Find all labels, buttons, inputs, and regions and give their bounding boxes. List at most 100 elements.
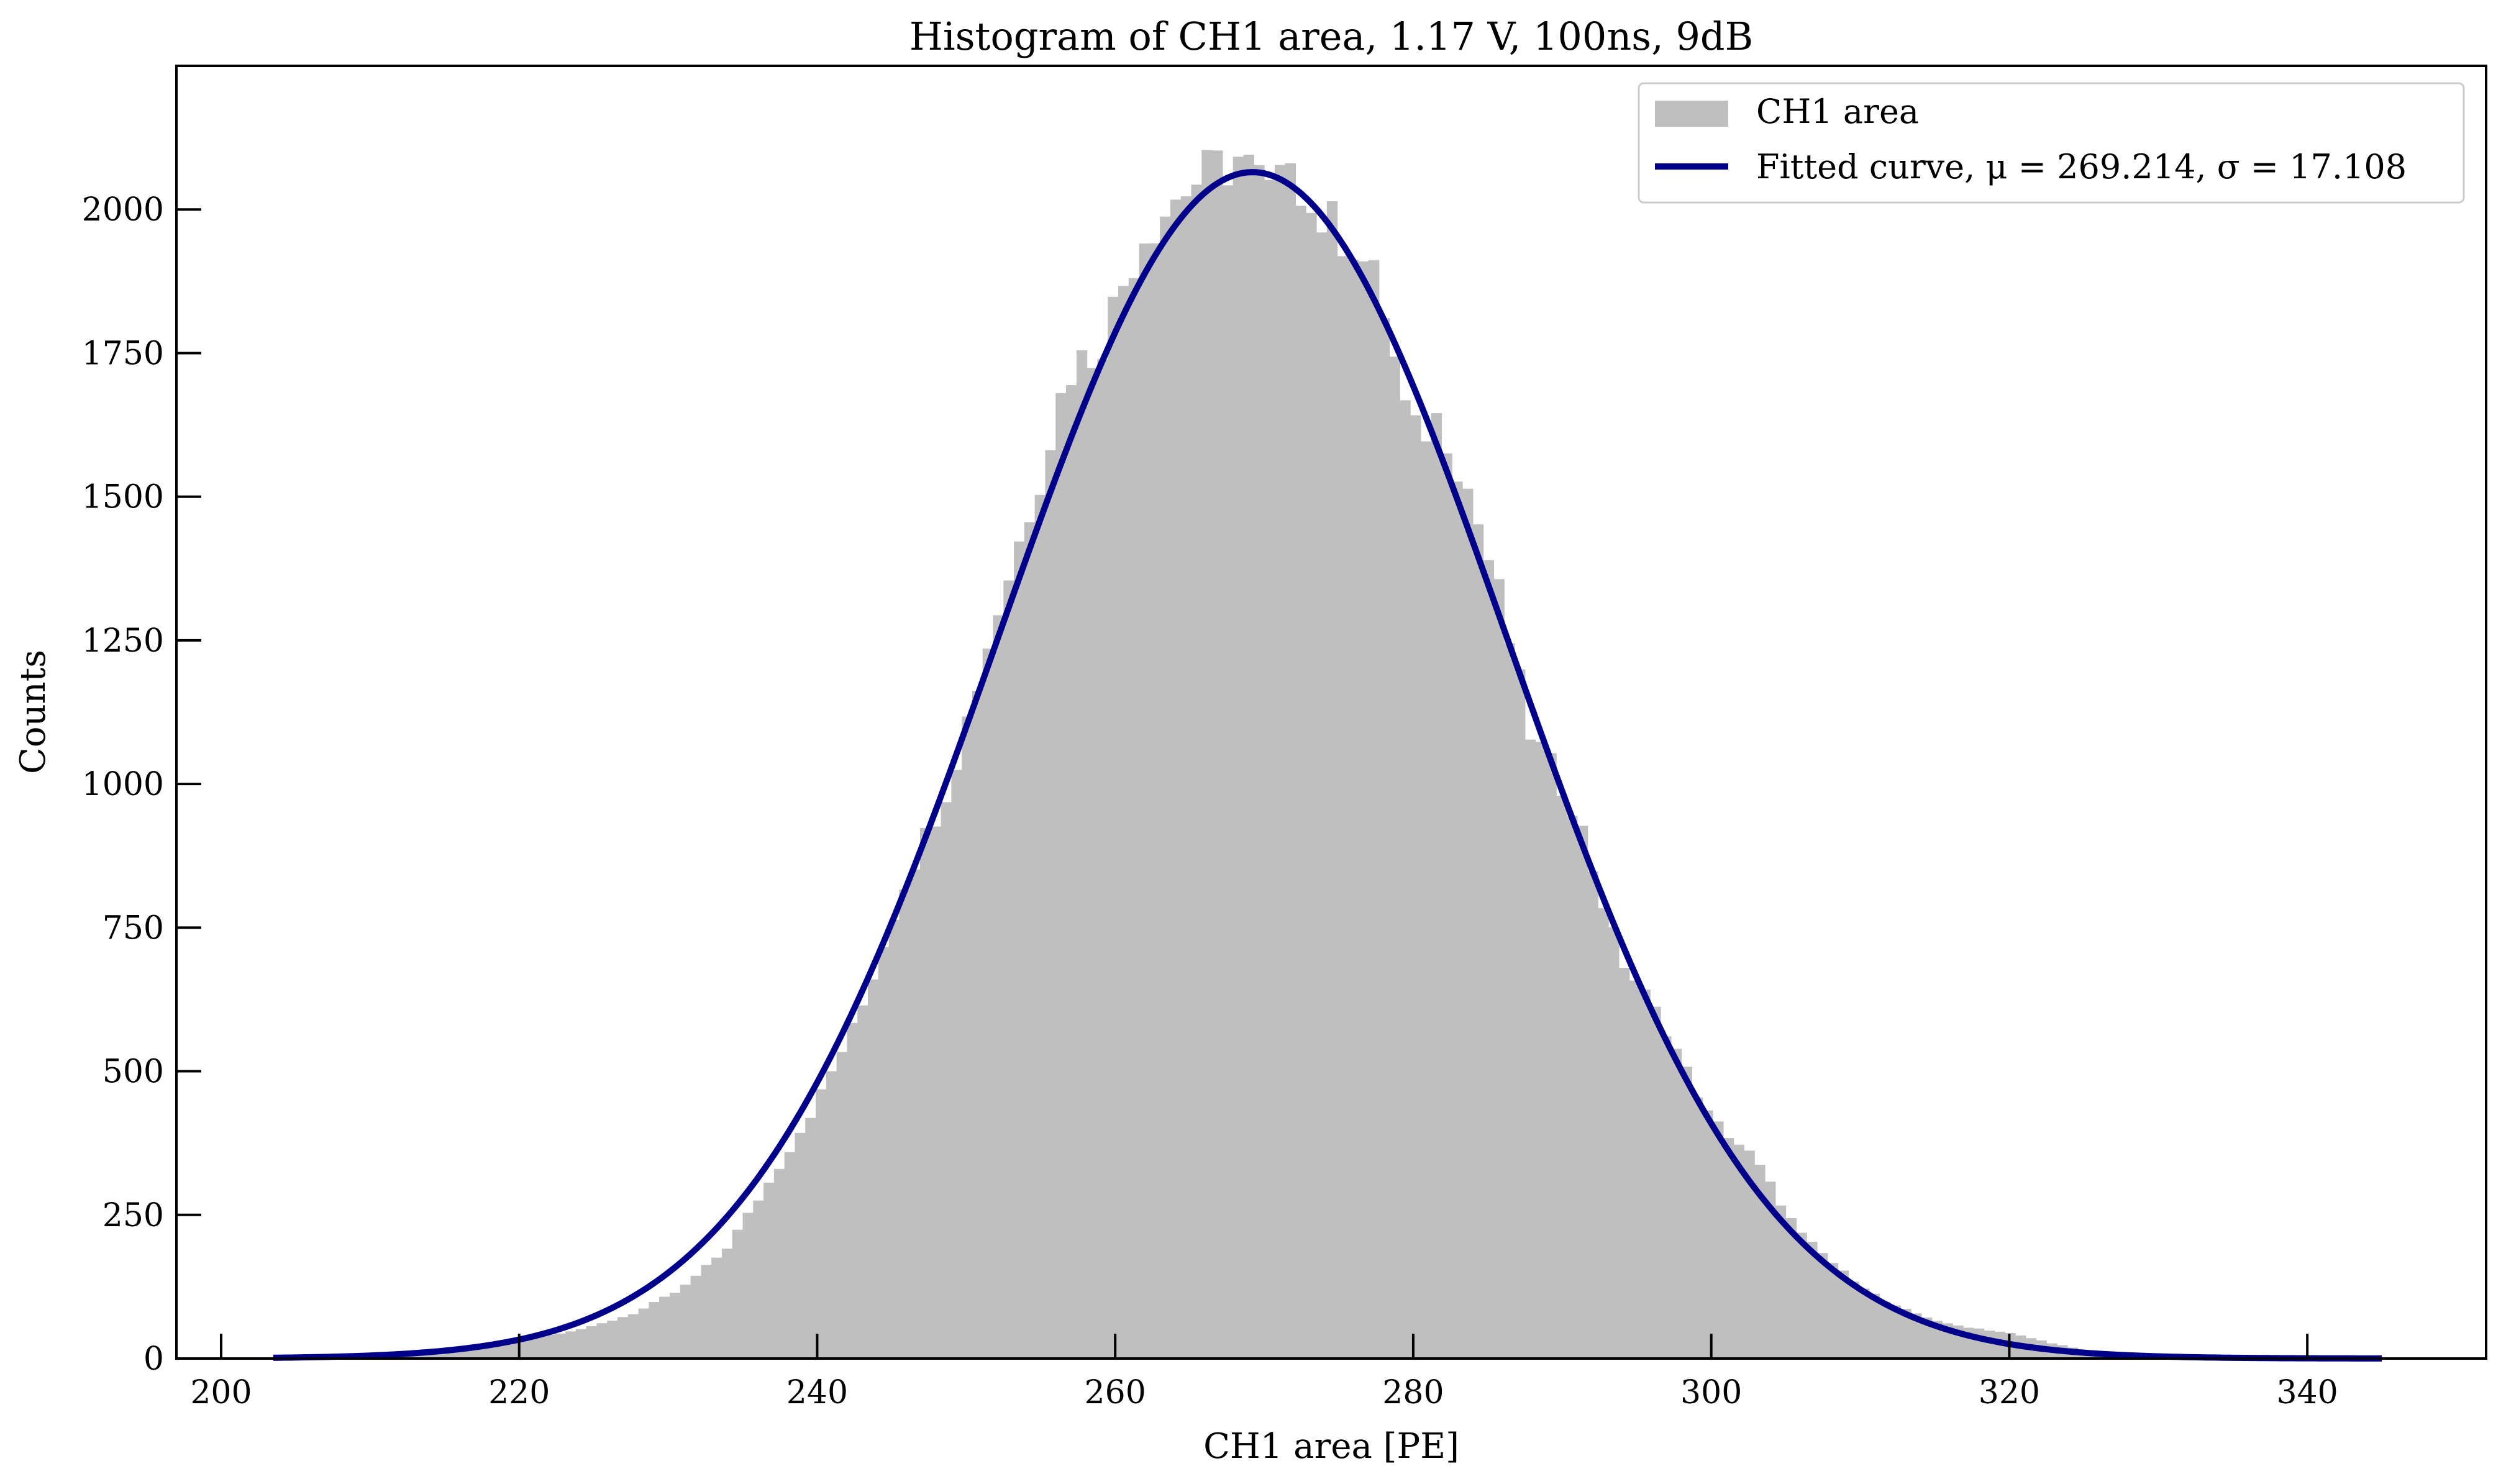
- histogram-bar: [1160, 216, 1171, 1359]
- histogram-bar: [1462, 488, 1474, 1359]
- histogram-bar: [1243, 155, 1254, 1359]
- histogram-bar: [763, 1182, 775, 1359]
- histogram-bar: [1567, 816, 1578, 1359]
- legend-fit-label: Fitted curve, μ = 269.214, σ = 17.108: [1756, 147, 2407, 186]
- y-tick-label: 500: [103, 1054, 164, 1091]
- histogram-bar: [649, 1302, 660, 1359]
- fit-curve-layer: [273, 169, 2382, 1362]
- histogram-bar: [1483, 560, 1495, 1359]
- histogram-bar: [1754, 1165, 1766, 1359]
- histogram-bar: [659, 1296, 670, 1359]
- histogram-bar: [1827, 1263, 1839, 1359]
- histogram-bar: [1076, 350, 1088, 1359]
- histogram-bar: [575, 1329, 587, 1359]
- histogram-bar: [795, 1132, 806, 1359]
- histogram-bar: [857, 1005, 868, 1359]
- histogram-bar: [701, 1265, 712, 1359]
- histogram-bar: [1807, 1242, 1818, 1359]
- histogram-bar: [742, 1213, 754, 1359]
- histogram-bar: [1733, 1144, 1745, 1359]
- histogram-bar: [1848, 1281, 1859, 1359]
- histogram-bar: [753, 1200, 764, 1359]
- histogram-bar: [1170, 199, 1182, 1359]
- histogram-bar: [1306, 212, 1317, 1359]
- histogram-bar: [1108, 296, 1119, 1359]
- histogram-bar: [534, 1337, 545, 1359]
- y-tick-label: 1500: [82, 479, 164, 516]
- histogram-bar: [721, 1249, 733, 1359]
- histogram-bar: [773, 1168, 785, 1359]
- histogram-bar: [982, 649, 994, 1359]
- histogram-bar: [1984, 1330, 1995, 1359]
- histogram-bar: [1692, 1097, 1703, 1359]
- histogram-bar: [565, 1331, 576, 1359]
- histogram-bar: [1661, 1036, 1672, 1359]
- histogram-bar: [1546, 753, 1557, 1359]
- x-axis-ticks: 200 220 240 260 280 300 320 340: [190, 1334, 2338, 1411]
- histogram-bar: [680, 1284, 691, 1359]
- histogram-bar: [1452, 481, 1463, 1359]
- histogram-bar: [544, 1335, 555, 1359]
- histogram-bar: [1431, 413, 1442, 1359]
- histogram-bar: [878, 947, 890, 1359]
- histogram-bar: [1337, 256, 1348, 1359]
- histogram-bar: [1087, 368, 1098, 1359]
- histogram-bar: [607, 1321, 618, 1359]
- histogram-bar: [1775, 1205, 1787, 1359]
- histogram-bar: [1347, 260, 1359, 1359]
- x-tick-label: 280: [1382, 1374, 1444, 1411]
- histogram-bar: [1400, 400, 1411, 1359]
- histogram-bar: [1232, 157, 1244, 1359]
- histogram-bar: [1264, 180, 1275, 1359]
- histogram-bar: [1524, 739, 1536, 1359]
- histogram-bar: [1577, 826, 1588, 1359]
- y-tick-label: 1250: [82, 622, 164, 660]
- histogram-bar: [1493, 579, 1505, 1359]
- histogram-bar: [1713, 1121, 1724, 1359]
- histogram-bar: [1859, 1288, 1870, 1359]
- histogram-bar: [1097, 359, 1108, 1359]
- histogram-bar: [1222, 185, 1234, 1359]
- histogram-bar: [1045, 450, 1056, 1359]
- histogram-bar: [888, 919, 900, 1359]
- x-tick-label: 220: [488, 1374, 550, 1411]
- y-tick-label: 250: [103, 1197, 164, 1234]
- histogram-bar: [1014, 541, 1025, 1359]
- histogram-bar: [1670, 1049, 1682, 1359]
- histogram-bar: [1128, 278, 1140, 1359]
- histogram-bar: [1650, 1006, 1661, 1359]
- y-axis-ticks: 0 250 500 750 1000 1250 1500 1750 2000: [82, 191, 201, 1378]
- y-tick-label: 1750: [82, 335, 164, 372]
- histogram-bar: [1629, 980, 1641, 1359]
- histogram-bar: [1378, 318, 1390, 1359]
- histogram-bar: [1420, 441, 1432, 1359]
- y-tick-label: 750: [103, 909, 164, 947]
- histogram-bar: [1535, 742, 1547, 1359]
- histogram-bar: [1744, 1150, 1755, 1359]
- histogram-bar: [1785, 1218, 1797, 1359]
- histogram-bar: [1149, 243, 1160, 1359]
- histogram-bar: [669, 1293, 681, 1359]
- histogram-bar: [1900, 1309, 1911, 1359]
- fit-curve: [273, 169, 2382, 1362]
- histogram-bar: [1618, 968, 1630, 1359]
- histogram-bar: [1180, 196, 1192, 1359]
- histogram-bar: [1003, 580, 1014, 1359]
- histogram-bar: [1879, 1301, 1891, 1359]
- histogram-bar: [1055, 393, 1067, 1359]
- histogram-bar: [1024, 522, 1036, 1359]
- x-tick-label: 340: [2277, 1374, 2338, 1411]
- histogram-bar: [503, 1342, 514, 1359]
- histogram-bar: [951, 770, 962, 1359]
- histogram-bar: [1066, 385, 1077, 1359]
- histogram-bar: [1118, 286, 1129, 1359]
- histogram-bar: [930, 826, 942, 1359]
- histogram-bar: [711, 1257, 722, 1359]
- histogram-bar: [1472, 524, 1484, 1359]
- histogram-bar: [784, 1152, 796, 1359]
- histogram-bar: [1358, 261, 1369, 1359]
- histogram-bar: [1608, 927, 1620, 1359]
- histogram-bar: [1598, 908, 1609, 1359]
- chart-title: Histogram of CH1 area, 1.17 V, 100ns, 9d…: [909, 14, 1753, 59]
